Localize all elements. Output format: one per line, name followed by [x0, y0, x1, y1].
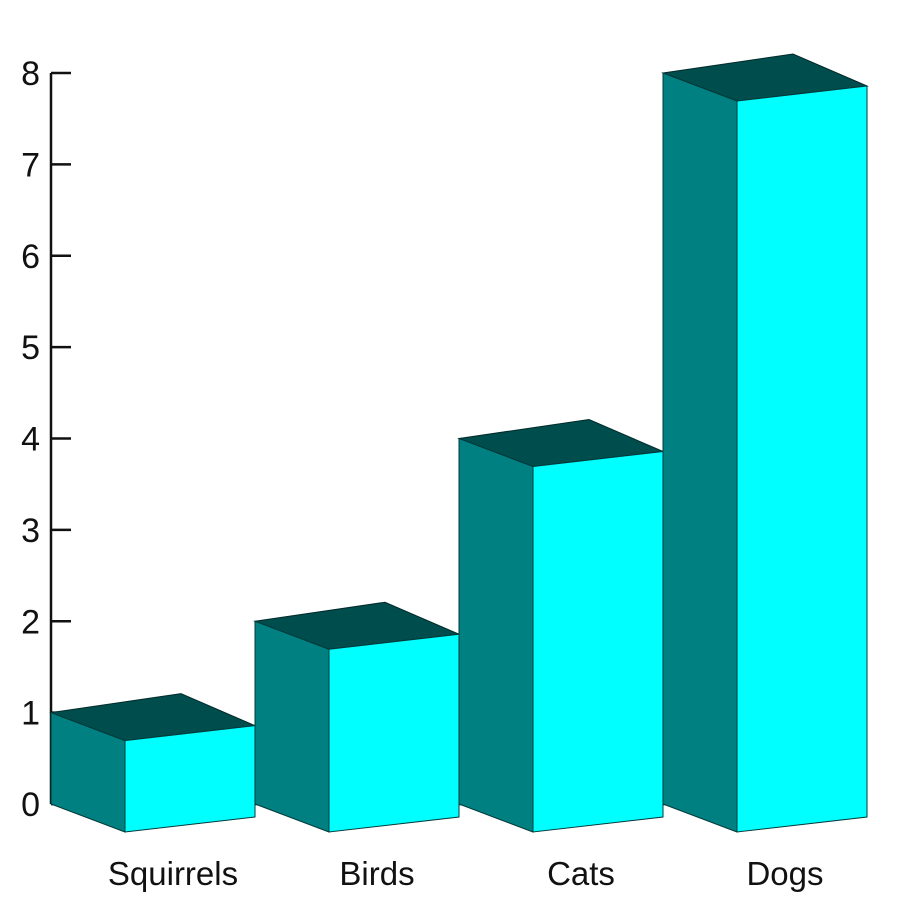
y-tick-label: 6 — [21, 238, 40, 276]
category-label: Birds — [339, 855, 414, 892]
y-tick-label: 4 — [21, 421, 40, 459]
y-tick-label: 1 — [21, 695, 40, 733]
category-label: Squirrels — [108, 855, 238, 892]
y-tick-label: 5 — [21, 329, 40, 367]
y-tick-label: 7 — [21, 146, 40, 184]
bar-side-face — [254, 620, 330, 833]
bar-birds — [253, 601, 461, 833]
bars — [49, 53, 869, 833]
category-label: Dogs — [746, 855, 823, 892]
bar-dogs — [661, 53, 869, 833]
category-label: Cats — [547, 855, 615, 892]
y-tick-label: 0 — [21, 786, 40, 824]
category-labels: Squirrels Birds Cats Dogs — [108, 855, 824, 892]
y-tick-label: 8 — [21, 55, 40, 93]
y-tick-label: 2 — [21, 603, 40, 641]
bar-cats — [457, 418, 665, 833]
bar-front-face — [124, 725, 256, 833]
bar-front-face — [532, 450, 664, 833]
bar-side-face — [662, 72, 738, 833]
bar-squirrels — [49, 693, 257, 833]
bar-side-face — [458, 437, 534, 833]
y-tick-label: 3 — [21, 512, 40, 550]
bar-front-face — [736, 85, 868, 833]
bar-front-face — [328, 633, 460, 833]
